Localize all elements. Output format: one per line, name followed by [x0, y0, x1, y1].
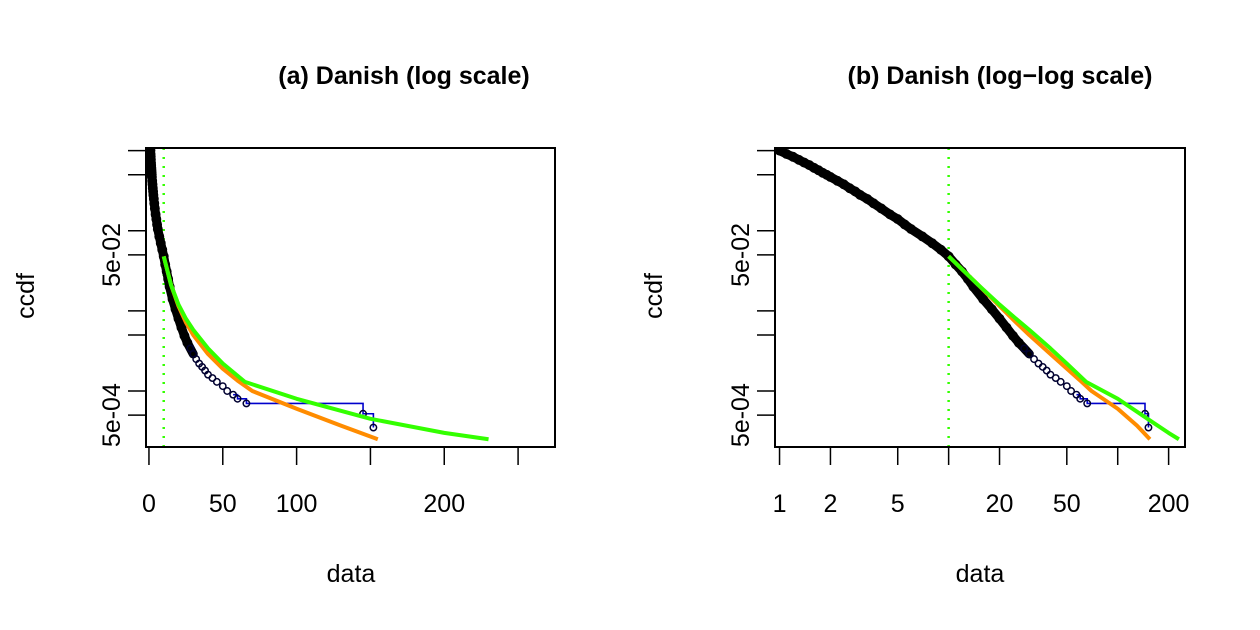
- empirical-point: [369, 423, 378, 432]
- empirical-point: [233, 394, 242, 403]
- x-tick-label: 5: [891, 490, 905, 518]
- x-tick-label: 0: [142, 490, 156, 518]
- empirical-point: [885, 209, 895, 220]
- empirical-point: [935, 244, 946, 255]
- empirical-point: [899, 219, 910, 230]
- empirical-point: [1083, 399, 1092, 408]
- chart-a-ylabel: ccdf: [12, 273, 40, 319]
- empirical-point: [1144, 423, 1153, 432]
- x-tick-label: 100: [276, 490, 318, 518]
- empirical-point: [1051, 374, 1060, 383]
- chart-a-plot-area: 5e-04 5e-02 0 50 100 200: [98, 147, 556, 518]
- y-tick-label: 5e-04: [727, 383, 755, 447]
- empirical-point: [1030, 355, 1038, 364]
- panel-a: (a) Danish (log scale) data ccdf 5e-045e…: [12, 62, 556, 588]
- empirical-point: [917, 231, 928, 242]
- empirical-point: [218, 382, 227, 391]
- chart-a-frame: [145, 147, 556, 448]
- empirical-point: [876, 203, 887, 214]
- empirical-point: [978, 294, 989, 305]
- empirical-point: [242, 399, 251, 408]
- empirical-point: [1046, 370, 1055, 379]
- empirical-point: [927, 238, 938, 249]
- empirical-point: [176, 322, 187, 333]
- chart-b-xlabel: data: [956, 560, 1005, 588]
- x-tick-label: 1: [773, 490, 787, 518]
- fit-line-green: [947, 254, 1180, 441]
- chart-b-ylabel: ccdf: [640, 273, 668, 319]
- chart-a-xlabel: data: [327, 560, 376, 588]
- x-tick-label: 50: [209, 490, 237, 518]
- chart-b-data-layer: [775, 148, 1180, 447]
- x-tick-label: 200: [423, 490, 465, 518]
- empirical-point: [208, 374, 217, 383]
- empirical-point: [1056, 377, 1065, 386]
- empirical-point: [212, 377, 221, 386]
- chart-b-frame: [774, 147, 1186, 448]
- empirical-point: [223, 387, 232, 395]
- chart-a-data-layer: [146, 148, 489, 447]
- chart-a-title: (a) Danish (log scale): [278, 62, 529, 90]
- chart-b-title: (b) Danish (log−log scale): [848, 62, 1153, 90]
- x-tick-label: 200: [1148, 490, 1190, 518]
- empirical-point: [868, 198, 879, 209]
- empirical-point: [1013, 337, 1024, 348]
- empirical-point: [1067, 387, 1076, 395]
- x-tick-label: 20: [986, 490, 1014, 518]
- empirical-point: [1076, 394, 1085, 403]
- empirical-point: [994, 313, 1005, 324]
- empirical-point: [892, 214, 903, 225]
- empirical-point: [986, 304, 997, 315]
- empirical-point: [1062, 382, 1071, 391]
- empirical-point: [1007, 330, 1018, 341]
- y-tick-label: 5e-02: [98, 223, 126, 287]
- x-tick-label: 50: [1053, 490, 1081, 518]
- empirical-point: [1020, 344, 1029, 353]
- panel-b: (b) Danish (log−log scale) data ccdf 5e-…: [640, 62, 1189, 588]
- x-tick-label: 2: [823, 490, 837, 518]
- y-tick-label: 5e-02: [727, 223, 755, 287]
- empirical-point: [1001, 322, 1012, 333]
- chart-b-plot-area: 5e-04 5e-02 1 2 5 20 50 200: [727, 147, 1190, 518]
- y-tick-label: 5e-04: [98, 383, 126, 447]
- fit-line-green: [161, 255, 489, 442]
- empirical-point: [906, 224, 917, 235]
- empirical-point: [229, 390, 238, 399]
- empirical-point: [1025, 350, 1034, 358]
